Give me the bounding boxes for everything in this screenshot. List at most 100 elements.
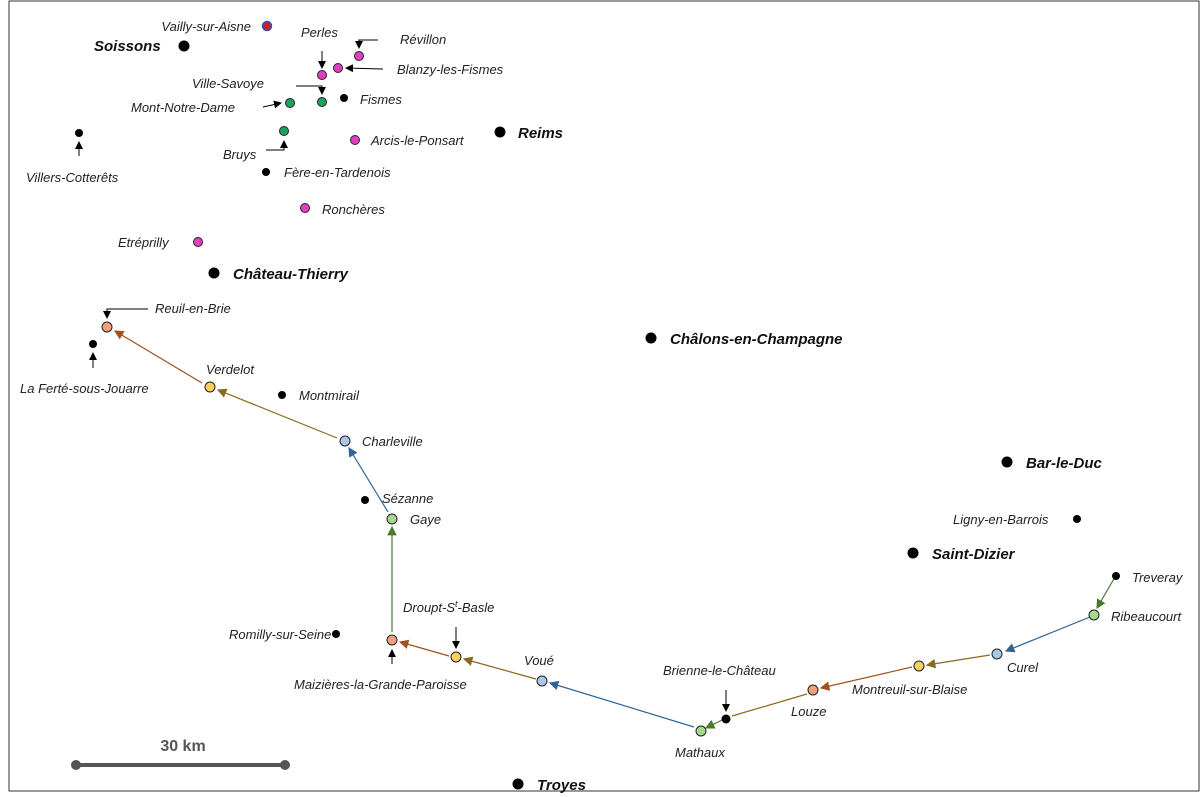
label-montnotredame: Mont-Notre-Dame [131, 100, 235, 115]
label-verdelot: Verdelot [206, 362, 255, 377]
marker-gaye [386, 513, 398, 525]
marker-montreuil [913, 660, 925, 672]
place-marker-ligny [1073, 515, 1081, 523]
place-marker-montmirail [278, 391, 286, 399]
place-marker-treveray [1112, 572, 1120, 580]
label-sezanne: Sézanne [382, 491, 433, 506]
label-ribeaucourt: Ribeaucourt [1111, 609, 1182, 624]
label-brienne: Brienne-le-Château [663, 663, 776, 678]
route-montreuil-louze [819, 666, 913, 691]
label-arcis: Arcis-le-Ponsart [370, 133, 465, 148]
place-marker-laferte [89, 340, 97, 348]
route-treveray-ribeaucourt [1096, 576, 1116, 610]
label-etrep: Etréprilly [118, 235, 170, 250]
place-marker-brienne [721, 714, 731, 724]
marker-ribeaucourt [1088, 609, 1100, 621]
route-louze-brienne [731, 693, 808, 717]
city-label-troyes: Troyes [537, 777, 586, 794]
city-label-chalons: Châlons-en-Champagne [670, 331, 843, 348]
city-marker-chalons [645, 332, 657, 344]
marker-droupt [450, 651, 462, 663]
scale-bar-label: 30 km [160, 738, 205, 755]
marker-revillon [354, 51, 364, 61]
route-charleville-verdelot [216, 388, 338, 439]
marker-perles [317, 70, 327, 80]
route-brienne-mathaux [704, 719, 723, 729]
pointers [75, 39, 730, 712]
label-treveray: Treveray [1132, 570, 1184, 585]
marker-mathaux [695, 725, 707, 737]
city-label-reims: Reims [518, 125, 563, 142]
label-fismes: Fismes [360, 92, 402, 107]
pointer-blanzy [345, 64, 384, 73]
place-marker-fere [262, 168, 270, 176]
marker-louze [807, 684, 819, 696]
marker-ronch [300, 203, 310, 213]
label-villesavoye: Ville-Savoye [192, 76, 264, 91]
route-verdelot-reuil [113, 330, 203, 384]
place-labels: Vailly-sur-Aisne Perles Révillon Blanzy-… [20, 19, 1184, 760]
route-gaye-charleville [348, 446, 389, 513]
label-droupt: Droupt-St-Basle [403, 599, 494, 615]
route-droupt-maizieres [398, 639, 450, 657]
scale-bar-right-cap [280, 760, 290, 770]
label-droupt-sup: t [455, 599, 458, 609]
scale-bar-left-cap [71, 760, 81, 770]
label-droupt-end: -Basle [458, 600, 495, 615]
marker-blanzy [333, 63, 343, 73]
marker-curel [991, 648, 1003, 660]
city-marker-chateau-thierry [208, 267, 220, 279]
place-marker-sezanne [361, 496, 369, 504]
marker-villesavoye [317, 97, 327, 107]
small-places [75, 94, 1120, 724]
marker-reuil [101, 321, 113, 333]
city-marker-troyes [512, 778, 524, 790]
label-blanzy: Blanzy-les-Fismes [397, 62, 504, 77]
marker-vailly [261, 20, 273, 32]
label-louze: Louze [791, 704, 826, 719]
label-bruys: Bruys [223, 147, 257, 162]
pointer-villesavoye [296, 85, 326, 95]
city-label-chateau-thierry: Château-Thierry [233, 266, 349, 283]
city-label-bar-le-duc: Bar-le-Duc [1026, 455, 1103, 472]
route-curel-montreuil [925, 654, 991, 669]
place-marker-fismes [340, 94, 348, 102]
label-revillon: Révillon [400, 32, 446, 47]
marker-voue [536, 675, 548, 687]
pointer-revillon [355, 39, 378, 49]
route-voue-droupt [462, 656, 537, 680]
label-perles: Perles [301, 25, 338, 40]
scale-bar: 30 km [71, 738, 290, 770]
colored-markers [101, 20, 1100, 737]
label-ronch: Ronchères [322, 202, 385, 217]
label-romilly: Romilly-sur-Seine [229, 627, 331, 642]
label-vailly: Vailly-sur-Aisne [161, 19, 251, 34]
label-fere: Fère-en-Tardenois [284, 165, 391, 180]
label-droupt-main: Droupt-S [403, 600, 455, 615]
label-montmirail: Montmirail [299, 388, 360, 403]
label-maizieres: Maizières-la-Grande-Paroisse [294, 677, 467, 692]
major-cities: Soissons Reims Château-Thierry Châlons-e… [94, 38, 1103, 794]
route [113, 330, 1116, 729]
label-voue: Voué [524, 653, 554, 668]
city-marker-saint-dizier [907, 547, 919, 559]
route-ribeaucourt-curel [1004, 616, 1091, 653]
pointer-montnotredame [262, 100, 282, 109]
route-mathaux-voue [548, 680, 695, 728]
label-ligny: Ligny-en-Barrois [953, 512, 1049, 527]
marker-etrep [193, 237, 203, 247]
marker-bruys [279, 126, 289, 136]
label-villers: Villers-Cotterêts [26, 170, 119, 185]
label-charleville: Charleville [362, 434, 423, 449]
city-label-soissons: Soissons [94, 38, 161, 55]
marker-charleville [339, 435, 351, 447]
label-montreuil: Montreuil-sur-Blaise [852, 682, 967, 697]
pointer-reuil [103, 308, 148, 319]
place-marker-romilly [332, 630, 340, 638]
label-curel: Curel [1007, 660, 1039, 675]
marker-verdelot [204, 381, 216, 393]
marker-maizieres [386, 634, 398, 646]
label-reuil: Reuil-en-Brie [155, 301, 231, 316]
label-gaye: Gaye [410, 512, 441, 527]
